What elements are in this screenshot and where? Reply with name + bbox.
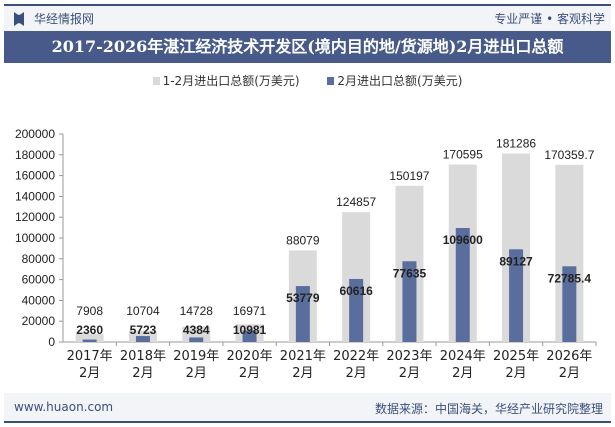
top-bar — [4, 6, 611, 31]
data-label-february: 89127 — [499, 254, 533, 268]
data-label-february: 72785.4 — [548, 271, 592, 285]
x-tick-label: 2022年 — [333, 349, 379, 364]
legend-swatch-2 — [327, 77, 335, 85]
bar-february — [135, 336, 150, 342]
data-label-february: 4384 — [183, 323, 210, 337]
x-tick-label: 2018年 — [120, 349, 166, 364]
x-tick-label: 2月 — [559, 366, 580, 381]
data-label-february: 109600 — [443, 233, 483, 247]
data-label-february: 77635 — [393, 266, 427, 280]
data-label-february: 5723 — [130, 323, 157, 337]
y-tick-label: 60000 — [22, 273, 56, 287]
data-label-total: 170595 — [443, 148, 483, 162]
bar-february — [295, 286, 310, 342]
y-tick-label: 20000 — [22, 314, 56, 328]
legend-swatch-1 — [152, 77, 160, 85]
y-tick-label: 160000 — [15, 169, 55, 183]
legend-item-2: 2月进出口总额(万美元) — [327, 74, 462, 88]
data-label-total: 14728 — [180, 304, 214, 318]
y-tick-label: 120000 — [15, 210, 55, 224]
slogan: 专业严谨 • 客观科学 — [494, 12, 605, 26]
data-label-total: 16971 — [233, 304, 267, 318]
bar-february — [562, 266, 577, 342]
legend-label-2: 2月进出口总额(万美元) — [337, 74, 463, 88]
top-border — [4, 4, 611, 6]
x-tick-label: 2月 — [186, 366, 207, 381]
x-tick-label: 2023年 — [386, 349, 432, 364]
data-label-total: 170359.7 — [544, 148, 594, 162]
logo-icon — [14, 12, 24, 26]
bottom-border — [4, 421, 611, 423]
y-tick-label: 100000 — [15, 231, 55, 245]
data-label-total: 124857 — [336, 195, 376, 209]
brand-name: 华经情报网 — [34, 12, 95, 26]
x-tick-label: 2月 — [452, 366, 473, 381]
y-tick-label: 40000 — [22, 293, 56, 307]
x-tick-label: 2020年 — [227, 349, 273, 364]
x-tick-label: 2月 — [399, 366, 420, 381]
y-tick-label: 140000 — [15, 189, 55, 203]
x-tick-label: 2月 — [346, 366, 367, 381]
y-tick-label: 180000 — [15, 148, 55, 162]
data-label-february: 2360 — [76, 323, 103, 337]
x-tick-label: 2021年 — [280, 349, 326, 364]
bar-february — [402, 261, 417, 342]
data-label-total: 88079 — [286, 233, 320, 247]
bar-february — [189, 337, 204, 342]
x-tick-label: 2026年 — [546, 349, 592, 364]
legend-item-1: 1-2月进出口总额(万美元) — [152, 74, 300, 88]
bar-february — [349, 278, 364, 342]
x-tick-label: 2025年 — [493, 349, 539, 364]
data-label-total: 7908 — [76, 304, 103, 318]
bar-total-1-2 — [75, 333, 104, 342]
x-tick-label: 2月 — [292, 366, 313, 381]
x-tick-label: 2月 — [132, 366, 153, 381]
data-label-february: 60616 — [339, 284, 373, 298]
y-tick-label: 0 — [48, 335, 55, 349]
footer-website: www.huaon.com — [14, 400, 114, 414]
x-tick-label: 2017年 — [67, 349, 113, 364]
x-tick-label: 2月 — [79, 366, 100, 381]
bar-february — [455, 228, 470, 342]
bar-february — [82, 339, 97, 342]
x-tick-label: 2024年 — [440, 349, 486, 364]
data-label-february: 53779 — [286, 291, 320, 305]
bar-february — [242, 330, 257, 342]
legend: 1-2月进出口总额(万美元) 2月进出口总额(万美元) — [0, 72, 615, 89]
y-tick-label: 80000 — [22, 252, 56, 266]
y-tick-label: 200000 — [15, 127, 55, 141]
legend-label-1: 1-2月进出口总额(万美元) — [162, 74, 300, 88]
chart-title: 2017-2026年湛江经济技术开发区(境内目的地/货源地)2月进出口总额 — [4, 31, 611, 63]
data-label-total: 10704 — [126, 304, 160, 318]
x-tick-label: 2月 — [239, 366, 260, 381]
data-label-february: 10981 — [233, 323, 267, 337]
data-label-total: 150197 — [389, 169, 429, 183]
data-label-total: 181286 — [496, 136, 536, 150]
bar-february — [509, 249, 524, 342]
x-tick-label: 2019年 — [173, 349, 219, 364]
footer-source: 数据来源：中国海关，华经产业研究院整理 — [374, 402, 603, 416]
footer-bar — [4, 393, 611, 421]
x-tick-label: 2月 — [505, 366, 526, 381]
